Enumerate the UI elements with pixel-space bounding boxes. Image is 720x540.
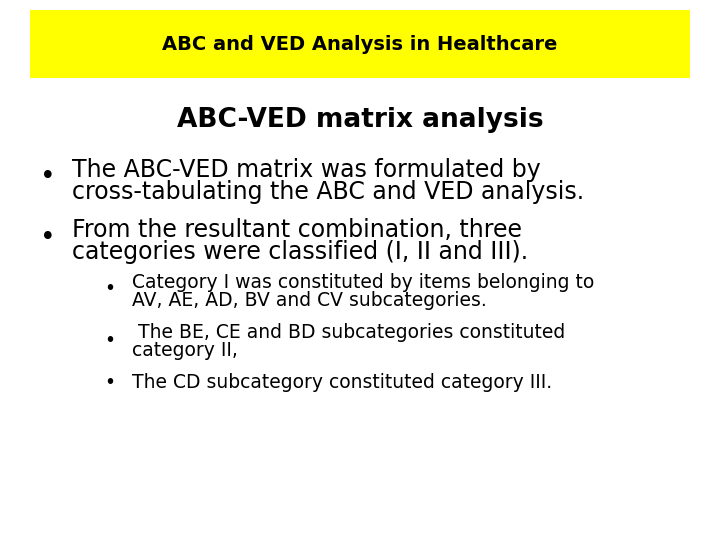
Text: category II,: category II, — [132, 341, 238, 360]
Text: ABC-VED matrix analysis: ABC-VED matrix analysis — [176, 107, 544, 133]
Bar — [30, 10, 690, 78]
Text: cross-tabulating the ABC and VED analysis.: cross-tabulating the ABC and VED analysi… — [72, 180, 584, 204]
Text: The ABC-VED matrix was formulated by: The ABC-VED matrix was formulated by — [72, 158, 541, 182]
Text: •: • — [40, 164, 56, 190]
Text: Category I was constituted by items belonging to: Category I was constituted by items belo… — [132, 273, 594, 292]
Text: categories were classified (I, II and III).: categories were classified (I, II and II… — [72, 240, 528, 264]
Text: The CD subcategory constituted category III.: The CD subcategory constituted category … — [132, 373, 552, 392]
Text: AV, AE, AD, BV and CV subcategories.: AV, AE, AD, BV and CV subcategories. — [132, 291, 487, 309]
Text: •: • — [104, 279, 116, 298]
Text: ABC and VED Analysis in Healthcare: ABC and VED Analysis in Healthcare — [162, 35, 558, 53]
Text: •: • — [40, 225, 56, 251]
Text: •: • — [104, 330, 116, 349]
Text: From the resultant combination, three: From the resultant combination, three — [72, 218, 522, 242]
Text: •: • — [104, 373, 116, 392]
Text: The BE, CE and BD subcategories constituted: The BE, CE and BD subcategories constitu… — [132, 322, 565, 341]
